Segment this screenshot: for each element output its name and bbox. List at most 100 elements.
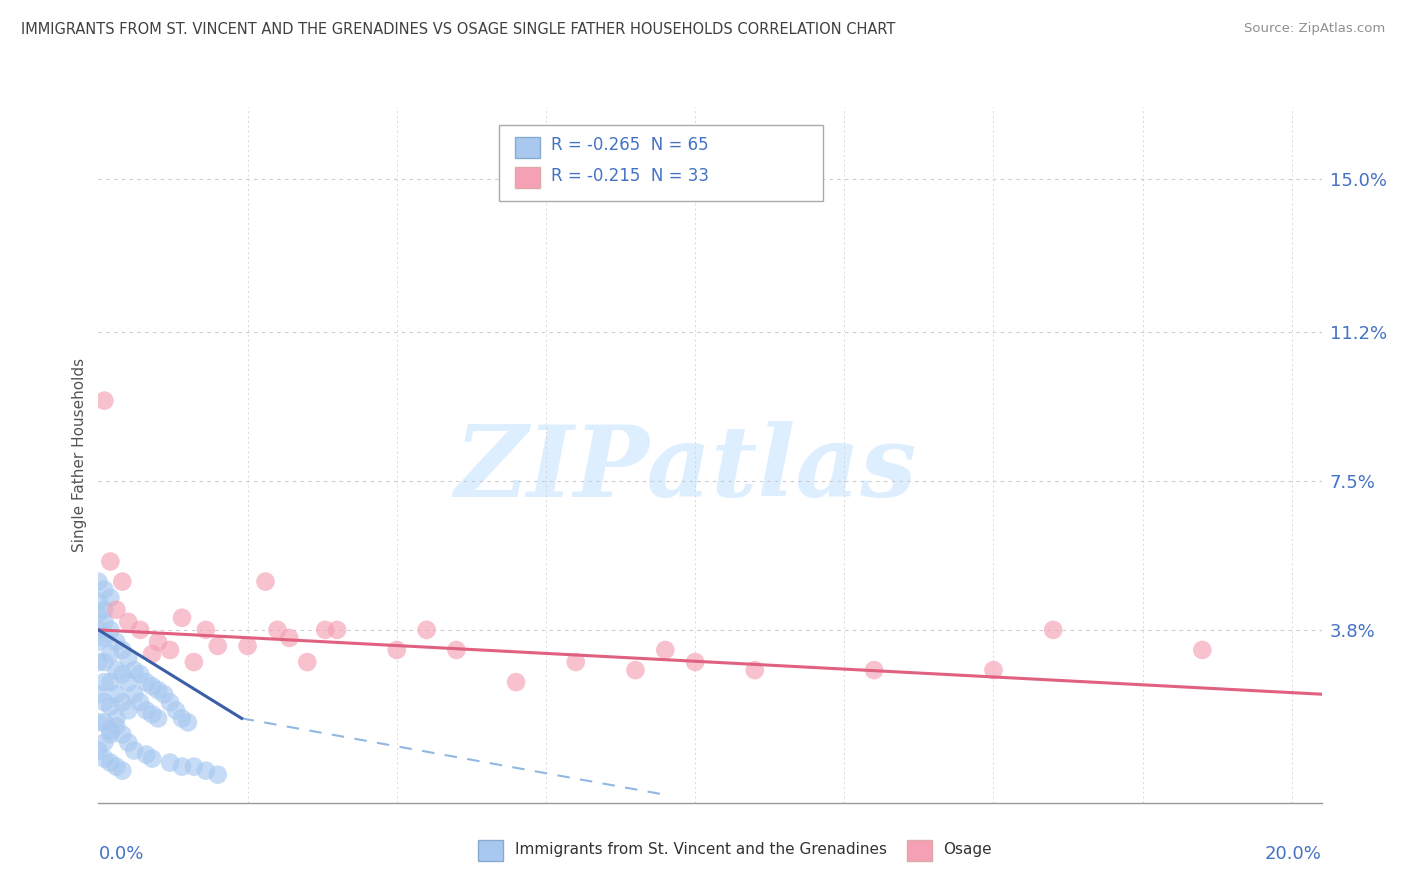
Point (177, 715, 200, 730)
Point (93, 751, 115, 765)
Point (278, 631, 301, 645)
Point (111, 695, 134, 709)
Point (207, 767, 229, 781)
Point (105, 635, 128, 649)
Point (87, 574, 110, 589)
Text: R = -0.215  N = 33: R = -0.215 N = 33 (551, 167, 709, 185)
Point (236, 639, 259, 653)
Point (87, 595, 110, 609)
Point (87, 623, 110, 637)
Point (98, 647, 121, 661)
Text: Immigrants from St. Vincent and the Grenadines: Immigrants from St. Vincent and the Gren… (515, 842, 887, 856)
Point (146, 683, 169, 698)
Y-axis label: Single Father Households: Single Father Households (72, 358, 87, 552)
Text: ZIPatlas: ZIPatlas (454, 421, 917, 517)
Point (93, 675, 115, 690)
Point (93, 582, 115, 597)
Point (683, 655, 706, 669)
Point (983, 663, 1005, 677)
Point (146, 711, 169, 725)
Point (207, 639, 229, 653)
Text: 20.0%: 20.0% (1265, 845, 1322, 863)
Point (153, 687, 176, 701)
Point (266, 623, 288, 637)
Point (87, 687, 110, 701)
Text: IMMIGRANTS FROM ST. VINCENT AND THE GRENADINES VS OSAGE SINGLE FATHER HOUSEHOLDS: IMMIGRANTS FROM ST. VINCENT AND THE GREN… (21, 22, 896, 37)
Point (93, 715, 115, 730)
Point (183, 655, 205, 669)
Point (111, 574, 134, 589)
Point (98, 591, 121, 605)
Point (135, 703, 157, 717)
Point (194, 764, 217, 778)
Point (87, 607, 110, 621)
Point (863, 663, 886, 677)
Point (111, 667, 134, 681)
Point (159, 643, 181, 657)
Point (297, 655, 319, 669)
Point (415, 623, 437, 637)
Point (93, 695, 115, 709)
Point (93, 615, 115, 629)
Point (105, 711, 128, 725)
Point (129, 667, 152, 681)
Point (105, 719, 128, 733)
Point (183, 759, 205, 773)
Point (98, 623, 121, 637)
Point (314, 623, 336, 637)
Point (446, 643, 468, 657)
Point (87, 743, 110, 757)
Point (93, 735, 115, 749)
Text: Source: ZipAtlas.com: Source: ZipAtlas.com (1244, 22, 1385, 36)
Point (111, 727, 134, 741)
Point (105, 663, 128, 677)
Point (98, 723, 121, 738)
Point (141, 679, 163, 693)
Point (129, 695, 152, 709)
Point (105, 759, 128, 773)
Point (122, 743, 145, 757)
Point (111, 764, 134, 778)
Point (93, 603, 115, 617)
Point (117, 703, 139, 717)
Point (135, 675, 157, 690)
Point (744, 663, 766, 677)
Point (254, 574, 277, 589)
Point (117, 651, 139, 665)
Point (141, 707, 163, 722)
Point (122, 687, 145, 701)
Point (159, 756, 181, 770)
Point (159, 695, 181, 709)
Point (170, 711, 193, 725)
Point (505, 675, 527, 690)
Text: R = -0.265  N = 65: R = -0.265 N = 65 (551, 136, 709, 154)
Point (624, 663, 647, 677)
Point (87, 655, 110, 669)
Point (93, 631, 115, 645)
Point (170, 759, 193, 773)
Point (135, 747, 157, 762)
Point (105, 687, 128, 701)
Point (565, 655, 588, 669)
Point (98, 727, 121, 741)
Point (87, 635, 110, 649)
Point (194, 623, 217, 637)
Point (1191, 643, 1213, 657)
Point (117, 735, 139, 749)
Point (98, 756, 121, 770)
Point (146, 635, 169, 649)
Point (105, 603, 128, 617)
Point (93, 655, 115, 669)
Point (385, 643, 408, 657)
Point (93, 393, 115, 408)
Point (1042, 623, 1064, 637)
Point (117, 675, 139, 690)
Point (98, 554, 121, 568)
Point (98, 699, 121, 714)
Point (165, 703, 187, 717)
Point (87, 715, 110, 730)
Point (326, 623, 349, 637)
Point (654, 643, 676, 657)
Point (122, 663, 145, 677)
Point (98, 675, 121, 690)
